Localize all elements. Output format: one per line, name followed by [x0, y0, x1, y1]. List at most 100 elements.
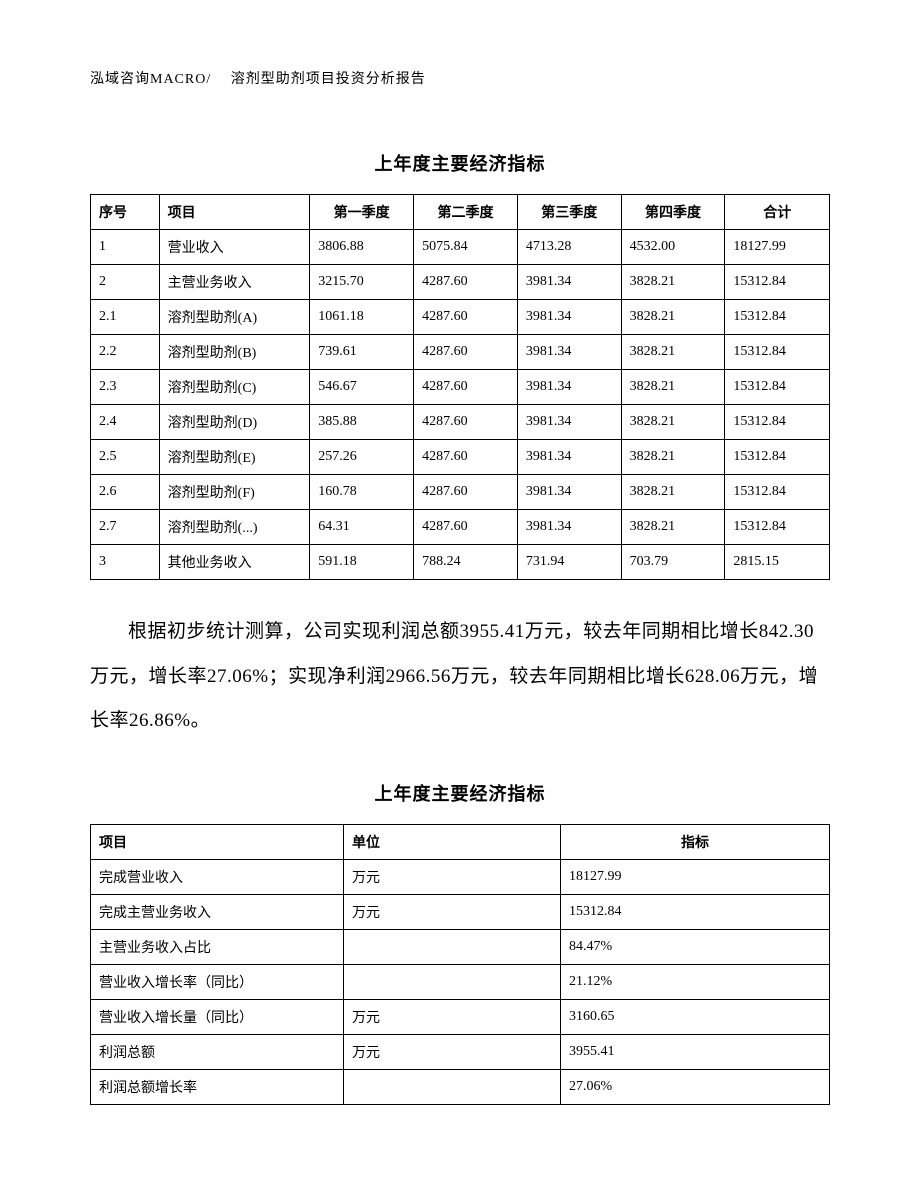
- table-cell: 3215.70: [310, 265, 414, 300]
- table-cell: 5075.84: [414, 230, 518, 265]
- col-q1: 第一季度: [310, 195, 414, 230]
- table-header-row: 项目 单位 指标: [91, 824, 830, 859]
- table-cell: 溶剂型助剂(D): [159, 405, 310, 440]
- table-cell: 2.2: [91, 335, 160, 370]
- table-cell: 4532.00: [621, 230, 725, 265]
- table-cell: 15312.84: [725, 440, 830, 475]
- table-row: 营业收入增长率（同比） 21.12%: [91, 964, 830, 999]
- table-cell: 主营业务收入: [159, 265, 310, 300]
- table-cell: 3981.34: [517, 440, 621, 475]
- table-cell: 营业收入增长率（同比）: [91, 964, 344, 999]
- table-cell: 703.79: [621, 545, 725, 580]
- table-row: 2主营业务收入3215.704287.603981.343828.2115312…: [91, 265, 830, 300]
- table-cell: 15312.84: [725, 335, 830, 370]
- quarterly-table: 序号 项目 第一季度 第二季度 第三季度 第四季度 合计 1营业收入3806.8…: [90, 194, 830, 580]
- analysis-paragraph: 根据初步统计测算，公司实现利润总额3955.41万元，较去年同期相比增长842.…: [90, 610, 830, 744]
- table-cell: 18127.99: [561, 859, 830, 894]
- table-row: 利润总额万元3955.41: [91, 1034, 830, 1069]
- table-cell: [344, 964, 561, 999]
- table-cell: 15312.84: [561, 894, 830, 929]
- col-item: 项目: [159, 195, 310, 230]
- table-cell: 溶剂型助剂(A): [159, 300, 310, 335]
- col-item: 项目: [91, 824, 344, 859]
- page-header: 泓域咨询MACRO/ 溶剂型助剂项目投资分析报告: [90, 68, 830, 88]
- table-cell: 3: [91, 545, 160, 580]
- table-cell: 3981.34: [517, 335, 621, 370]
- table-cell: 溶剂型助剂(C): [159, 370, 310, 405]
- table-cell: 2.7: [91, 510, 160, 545]
- table-cell: 溶剂型助剂(...): [159, 510, 310, 545]
- table1-title: 上年度主要经济指标: [90, 150, 830, 176]
- table-cell: 3828.21: [621, 475, 725, 510]
- table-cell: 利润总额增长率: [91, 1069, 344, 1104]
- table-cell: 3828.21: [621, 300, 725, 335]
- table-cell: 15312.84: [725, 475, 830, 510]
- table-cell: 2.4: [91, 405, 160, 440]
- table-cell: 完成主营业务收入: [91, 894, 344, 929]
- table-cell: 731.94: [517, 545, 621, 580]
- table-cell: 3806.88: [310, 230, 414, 265]
- col-index: 序号: [91, 195, 160, 230]
- indicators-table: 项目 单位 指标 完成营业收入万元18127.99完成主营业务收入万元15312…: [90, 824, 830, 1105]
- table-cell: 其他业务收入: [159, 545, 310, 580]
- table-cell: 3828.21: [621, 510, 725, 545]
- table-cell: 21.12%: [561, 964, 830, 999]
- table-row: 完成营业收入万元18127.99: [91, 859, 830, 894]
- table-row: 利润总额增长率27.06%: [91, 1069, 830, 1104]
- table-cell: 546.67: [310, 370, 414, 405]
- table-cell: 4287.60: [414, 335, 518, 370]
- table-cell: 15312.84: [725, 405, 830, 440]
- table2-title: 上年度主要经济指标: [90, 780, 830, 806]
- table-cell: 3828.21: [621, 370, 725, 405]
- table-row: 2.7溶剂型助剂(...)64.314287.603981.343828.211…: [91, 510, 830, 545]
- table-cell: 4713.28: [517, 230, 621, 265]
- table-cell: 1: [91, 230, 160, 265]
- table-cell: 2.5: [91, 440, 160, 475]
- table-row: 2.6溶剂型助剂(F)160.784287.603981.343828.2115…: [91, 475, 830, 510]
- table-cell: 3981.34: [517, 475, 621, 510]
- table-cell: 3828.21: [621, 335, 725, 370]
- table-cell: 3828.21: [621, 265, 725, 300]
- table-cell: 3828.21: [621, 405, 725, 440]
- table-cell: 万元: [344, 894, 561, 929]
- table-row: 2.2溶剂型助剂(B)739.614287.603981.343828.2115…: [91, 335, 830, 370]
- table-cell: 2.6: [91, 475, 160, 510]
- table-row: 1营业收入3806.885075.844713.284532.0018127.9…: [91, 230, 830, 265]
- col-q2: 第二季度: [414, 195, 518, 230]
- table-cell: 160.78: [310, 475, 414, 510]
- table-row: 3其他业务收入591.18788.24731.94703.792815.15: [91, 545, 830, 580]
- table-cell: 64.31: [310, 510, 414, 545]
- table-cell: 4287.60: [414, 475, 518, 510]
- table-cell: 15312.84: [725, 265, 830, 300]
- table-cell: [344, 1069, 561, 1104]
- table-cell: 84.47%: [561, 929, 830, 964]
- table-cell: 万元: [344, 1034, 561, 1069]
- table-row: 2.4溶剂型助剂(D)385.884287.603981.343828.2115…: [91, 405, 830, 440]
- table-cell: 溶剂型助剂(F): [159, 475, 310, 510]
- table-cell: 营业收入增长量（同比）: [91, 999, 344, 1034]
- table-cell: 3981.34: [517, 300, 621, 335]
- table-row: 营业收入增长量（同比）万元3160.65: [91, 999, 830, 1034]
- table-row: 2.3溶剂型助剂(C)546.674287.603981.343828.2115…: [91, 370, 830, 405]
- table-cell: 3981.34: [517, 510, 621, 545]
- table-cell: 4287.60: [414, 265, 518, 300]
- table-cell: 4287.60: [414, 440, 518, 475]
- table-cell: 18127.99: [725, 230, 830, 265]
- table-cell: 739.61: [310, 335, 414, 370]
- table-cell: 15312.84: [725, 370, 830, 405]
- table-cell: 15312.84: [725, 300, 830, 335]
- table-header-row: 序号 项目 第一季度 第二季度 第三季度 第四季度 合计: [91, 195, 830, 230]
- page: 泓域咨询MACRO/ 溶剂型助剂项目投资分析报告 上年度主要经济指标 序号 项目…: [0, 0, 920, 1165]
- col-unit: 单位: [344, 824, 561, 859]
- table-cell: 万元: [344, 859, 561, 894]
- table-row: 2.5溶剂型助剂(E)257.264287.603981.343828.2115…: [91, 440, 830, 475]
- table-cell: 完成营业收入: [91, 859, 344, 894]
- table-cell: 营业收入: [159, 230, 310, 265]
- table-cell: 2.3: [91, 370, 160, 405]
- table-cell: 万元: [344, 999, 561, 1034]
- table-cell: 2: [91, 265, 160, 300]
- col-total: 合计: [725, 195, 830, 230]
- table-row: 主营业务收入占比84.47%: [91, 929, 830, 964]
- table-cell: 1061.18: [310, 300, 414, 335]
- table-cell: 3160.65: [561, 999, 830, 1034]
